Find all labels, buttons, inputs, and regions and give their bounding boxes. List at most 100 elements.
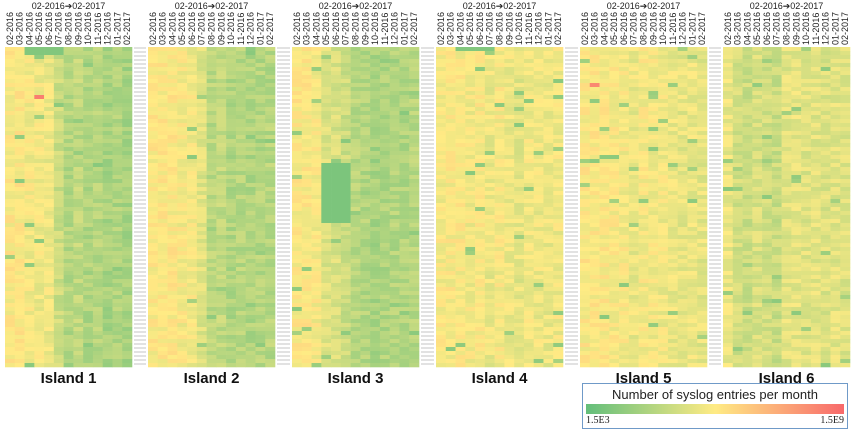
heatmap-cell [255, 359, 266, 364]
heatmap-cell [658, 55, 669, 60]
heatmap-cell [122, 239, 133, 244]
heatmap-cell [83, 243, 94, 248]
heatmap-cell [34, 231, 45, 236]
heatmap-cell [360, 63, 371, 68]
heatmap-cell [226, 299, 237, 304]
heatmap-cell [122, 151, 133, 156]
month-tick-label: 08-2016 [64, 12, 74, 45]
heatmap-cell [379, 99, 390, 104]
row-separator [565, 195, 578, 197]
heatmap-cell [475, 255, 486, 260]
heatmap-cell [44, 331, 55, 336]
heatmap-cell [687, 159, 698, 164]
heatmap-cell [494, 207, 505, 212]
heatmap-cell [83, 251, 94, 256]
heatmap-cell [465, 207, 476, 212]
heatmap-cell [436, 263, 447, 268]
heatmap-cell [523, 359, 534, 364]
heatmap-cell [24, 263, 35, 268]
heatmap-cell [436, 311, 447, 316]
heatmap-cell [83, 315, 94, 320]
heatmap-cell [543, 339, 554, 344]
heatmap-cell [44, 195, 55, 200]
heatmap-cell [409, 99, 420, 104]
heatmap-cell [687, 135, 698, 140]
heatmap-cell [24, 171, 35, 176]
heatmap-cell [697, 99, 708, 104]
heatmap-cell [206, 275, 217, 280]
heatmap-cell [379, 307, 390, 312]
heatmap-cell [648, 87, 659, 92]
heatmap-cell [5, 291, 16, 296]
heatmap-cell [379, 251, 390, 256]
heatmap-cell [321, 119, 332, 124]
heatmap-cell [255, 335, 266, 340]
heatmap-cell [44, 327, 55, 332]
heatmap-cell [83, 103, 94, 108]
month-tick-label: 04-2016 [24, 12, 34, 45]
heatmap-cell [370, 311, 381, 316]
row-separator [277, 159, 290, 161]
heatmap-cell [148, 67, 159, 72]
heatmap-cell [379, 175, 390, 180]
row-separator [565, 343, 578, 345]
heatmap-cell [24, 335, 35, 340]
heatmap-cell [148, 311, 159, 316]
heatmap-cell [301, 195, 312, 200]
heatmap-cell [226, 311, 237, 316]
heatmap-cell [5, 215, 16, 220]
heatmap-cell [5, 83, 16, 88]
heatmap-cell [350, 111, 361, 116]
heatmap-cell [360, 55, 371, 60]
heatmap-cell [14, 299, 25, 304]
heatmap-cell [245, 67, 256, 72]
heatmap-cell [445, 323, 456, 328]
heatmap-cell [92, 335, 103, 340]
heatmap-cell [609, 87, 620, 92]
heatmap-cell [465, 187, 476, 192]
heatmap-cell [465, 179, 476, 184]
heatmap-cell [609, 47, 620, 52]
row-separator [565, 59, 578, 61]
heatmap-cell [494, 75, 505, 80]
heatmap-cell [677, 103, 688, 108]
heatmap-cell [187, 223, 198, 228]
heatmap-cell [350, 187, 361, 192]
heatmap-cell [465, 343, 476, 348]
heatmap-cell [697, 143, 708, 148]
heatmap-cell [379, 199, 390, 204]
heatmap-cell [292, 291, 303, 296]
heatmap-cell [167, 59, 178, 64]
heatmap-cell [543, 139, 554, 144]
heatmap-cell [677, 107, 688, 112]
heatmap-cell [619, 75, 630, 80]
heatmap-cell [148, 299, 159, 304]
heatmap-cell [24, 359, 35, 364]
heatmap-cell [83, 279, 94, 284]
heatmap-cell [216, 299, 227, 304]
heatmap-cell [311, 51, 322, 56]
heatmap-cell [53, 203, 64, 208]
heatmap-cell [53, 59, 64, 64]
heatmap-cell [399, 271, 410, 276]
heatmap-cell [409, 183, 420, 188]
heatmap-cell [697, 83, 708, 88]
heatmap-cell [245, 71, 256, 76]
heatmap-cell [167, 71, 178, 76]
heatmap-cell [14, 243, 25, 248]
heatmap-cell [92, 199, 103, 204]
heatmap-cell [216, 255, 227, 260]
heatmap-cell [350, 275, 361, 280]
heatmap-cell [580, 175, 591, 180]
heatmap-cell [206, 195, 217, 200]
heatmap-cell [187, 219, 198, 224]
heatmap-cell [122, 323, 133, 328]
heatmap-cell [465, 47, 476, 52]
row-separator [421, 287, 434, 289]
heatmap-cell [340, 103, 351, 108]
heatmap-cell [112, 179, 123, 184]
heatmap-cell [255, 231, 266, 236]
row-separator [277, 87, 290, 89]
heatmap-cell [216, 87, 227, 92]
heatmap-cell [73, 115, 84, 120]
